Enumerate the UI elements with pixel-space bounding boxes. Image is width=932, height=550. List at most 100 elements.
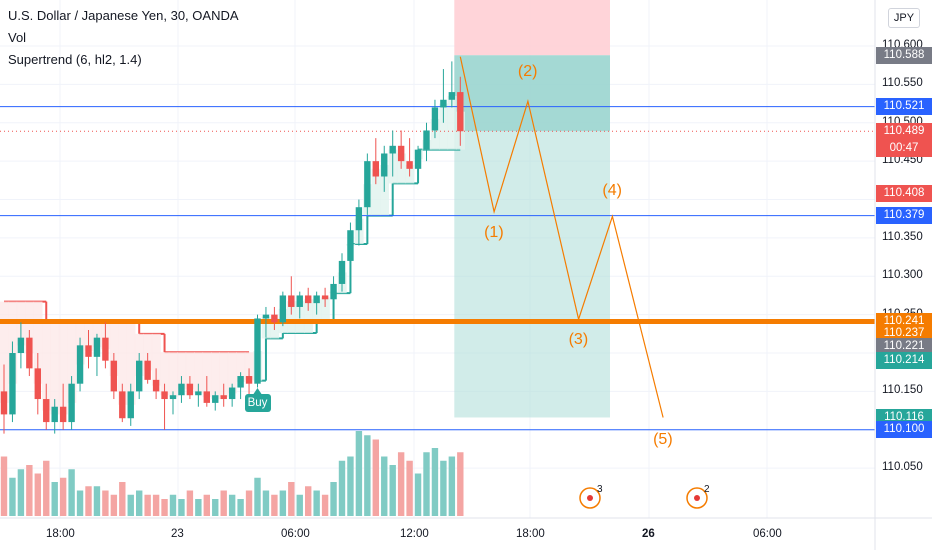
- supertrend-fill: [219, 352, 229, 398]
- wave-label: (2): [517, 62, 538, 80]
- candle-body: [338, 260, 346, 284]
- volume-bar: [423, 452, 430, 516]
- volume-bar: [0, 456, 8, 516]
- candle-body: [431, 107, 439, 131]
- volume-bar: [406, 460, 413, 516]
- x-tick-label: 06:00: [753, 528, 782, 540]
- candle-body: [169, 395, 177, 400]
- y-tick-label: 110.550: [882, 77, 923, 90]
- supertrend-fill: [151, 333, 161, 386]
- candle-body: [26, 337, 33, 369]
- candle-body: [59, 406, 67, 423]
- candle-body: [85, 345, 92, 357]
- supertrend-fill: [160, 352, 170, 396]
- candle-body: [330, 283, 337, 300]
- volume-bar: [321, 494, 329, 516]
- volume-bar: [76, 490, 84, 516]
- supertrend-legend[interactable]: Supertrend (6, hl2, 1.4): [8, 52, 142, 67]
- y-tick-label: 110.450: [882, 154, 923, 167]
- supertrend-fill: [303, 299, 313, 334]
- candle-body: [34, 368, 41, 400]
- volume-bar: [440, 460, 447, 516]
- candle-body: [186, 383, 194, 396]
- symbol-title[interactable]: U.S. Dollar / Japanese Yen, 30, OANDA: [8, 8, 239, 23]
- candle-body: [406, 161, 413, 169]
- volume-bar: [381, 456, 388, 516]
- volume-bar: [136, 490, 143, 516]
- volume-legend[interactable]: Vol: [8, 30, 27, 45]
- supertrend-fill: [447, 95, 457, 150]
- volume-bar: [254, 477, 261, 516]
- volume-bar: [414, 473, 422, 516]
- candle-body: [364, 161, 371, 208]
- x-tick-label: 18:00: [516, 528, 545, 540]
- supertrend-fill: [236, 352, 246, 382]
- supertrend-fill: [244, 352, 254, 380]
- volume-bar: [212, 499, 219, 516]
- candle-body: [423, 130, 430, 150]
- supertrend-fill: [50, 322, 60, 415]
- candle-body: [178, 383, 185, 396]
- volume-bar: [296, 494, 303, 516]
- candle-body: [68, 383, 75, 423]
- candle-body: [220, 395, 227, 400]
- volume-bar: [457, 452, 464, 516]
- candle-body: [313, 295, 320, 304]
- volume-bar: [144, 494, 151, 516]
- buy-signal-marker: Buy: [244, 394, 271, 412]
- candle-body: [110, 360, 118, 392]
- price-axis-label: 110.237: [876, 324, 932, 342]
- supertrend-fill: [185, 352, 195, 390]
- candle-body: [254, 318, 261, 384]
- price-axis-label: 00:47: [876, 139, 932, 157]
- candle-body: [279, 295, 287, 323]
- candle-body: [389, 145, 396, 154]
- supertrend-fill: [0, 301, 9, 403]
- volume-bar: [288, 482, 295, 516]
- supertrend-fill: [371, 168, 381, 216]
- volume-bar: [169, 494, 177, 516]
- y-tick-label: 110.350: [882, 230, 923, 243]
- volume-bar: [347, 456, 354, 516]
- supertrend-fill: [194, 352, 204, 394]
- volume-bar: [85, 486, 92, 516]
- volume-bar: [68, 469, 75, 516]
- volume-bar: [237, 499, 244, 516]
- volume-bar: [245, 490, 253, 516]
- volume-bar: [262, 490, 270, 516]
- x-tick-label: 23: [171, 528, 184, 540]
- wave-label: (3): [568, 331, 589, 349]
- event-flag-icon: [587, 495, 593, 501]
- supertrend-fill: [92, 320, 102, 348]
- candle-body: [228, 387, 236, 400]
- candle-body: [245, 376, 253, 384]
- volume-bar: [330, 482, 337, 516]
- candle-body: [262, 314, 270, 319]
- supertrend-fill: [439, 103, 449, 150]
- currency-button[interactable]: JPY: [888, 8, 920, 28]
- volume-bar: [110, 494, 118, 516]
- candle-body: [381, 153, 388, 177]
- candle-body: [136, 360, 143, 392]
- buy-marker-arrow: [253, 388, 262, 394]
- volume-bar: [372, 439, 379, 516]
- candle-body: [119, 391, 126, 419]
- supertrend-fill: [118, 320, 128, 405]
- volume-bar: [9, 477, 16, 516]
- candle-body: [305, 295, 312, 304]
- supertrend-fill: [109, 320, 119, 377]
- candle-body: [457, 92, 464, 132]
- volume-bar: [43, 460, 50, 516]
- event-count: 3: [597, 484, 603, 495]
- candle-body: [372, 161, 379, 177]
- candle-body: [203, 391, 210, 403]
- x-tick-label: 26: [642, 528, 655, 540]
- candle-body: [195, 391, 202, 396]
- price-scale: [875, 0, 932, 550]
- supertrend-fill: [168, 352, 178, 398]
- supertrend-fill: [177, 352, 187, 390]
- candle-body: [152, 379, 160, 392]
- price-axis-label: 110.221: [876, 337, 932, 355]
- volume-bar: [279, 490, 287, 516]
